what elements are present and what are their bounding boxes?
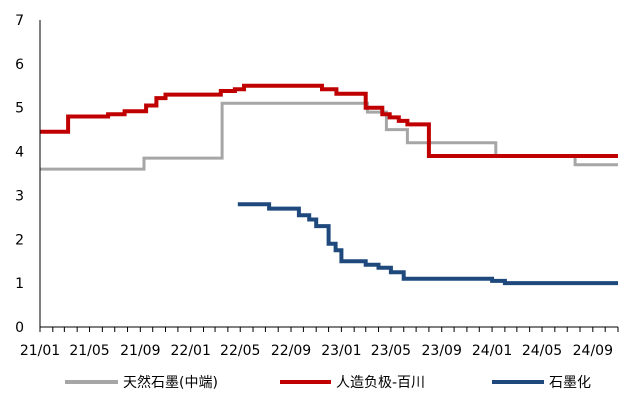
legend: 天然石墨(中端) 人造负极-百川 石墨化 bbox=[65, 374, 591, 391]
y-tick-label: 2 bbox=[15, 232, 24, 248]
x-axis-tick-labels: 21/01 21/05 21/09 22/01 22/05 22/09 23/01 23/05… bbox=[20, 343, 613, 359]
series-line-1 bbox=[40, 83, 618, 158]
x-tick-label: 21/05 bbox=[69, 343, 109, 359]
x-tick-label: 22/05 bbox=[220, 343, 260, 359]
x-tick-label: 22/01 bbox=[171, 343, 211, 359]
y-tick-label: 4 bbox=[15, 145, 24, 161]
x-tick-label: 23/01 bbox=[321, 343, 361, 359]
series-line-2 bbox=[237, 202, 618, 286]
y-tick-label: 3 bbox=[15, 188, 24, 204]
y-tick-label: 6 bbox=[15, 57, 24, 73]
y-tick-label: 1 bbox=[15, 276, 24, 292]
y-tick-label: 0 bbox=[15, 320, 24, 336]
x-tick-label: 24/01 bbox=[472, 343, 512, 359]
x-tick-label: 21/09 bbox=[120, 343, 160, 359]
series-lines bbox=[40, 83, 618, 286]
x-tick-label: 24/05 bbox=[522, 343, 562, 359]
x-tick-label: 23/05 bbox=[371, 343, 411, 359]
x-tick-label: 23/09 bbox=[422, 343, 462, 359]
legend-label-1: 人造负极-百川 bbox=[336, 375, 425, 391]
x-tick-label: 24/09 bbox=[573, 343, 613, 359]
legend-label-2: 石墨化 bbox=[549, 375, 591, 391]
y-tick-label: 5 bbox=[15, 101, 24, 117]
x-axis-ticks bbox=[39, 327, 619, 332]
y-tick-label: 7 bbox=[15, 13, 24, 29]
y-axis-tick-labels: 0 1 2 3 4 5 6 7 bbox=[15, 13, 24, 336]
legend-label-0: 天然石墨(中端) bbox=[123, 374, 218, 391]
x-tick-label: 21/01 bbox=[20, 343, 60, 359]
x-tick-label: 22/09 bbox=[271, 343, 311, 359]
axes bbox=[39, 20, 618, 328]
